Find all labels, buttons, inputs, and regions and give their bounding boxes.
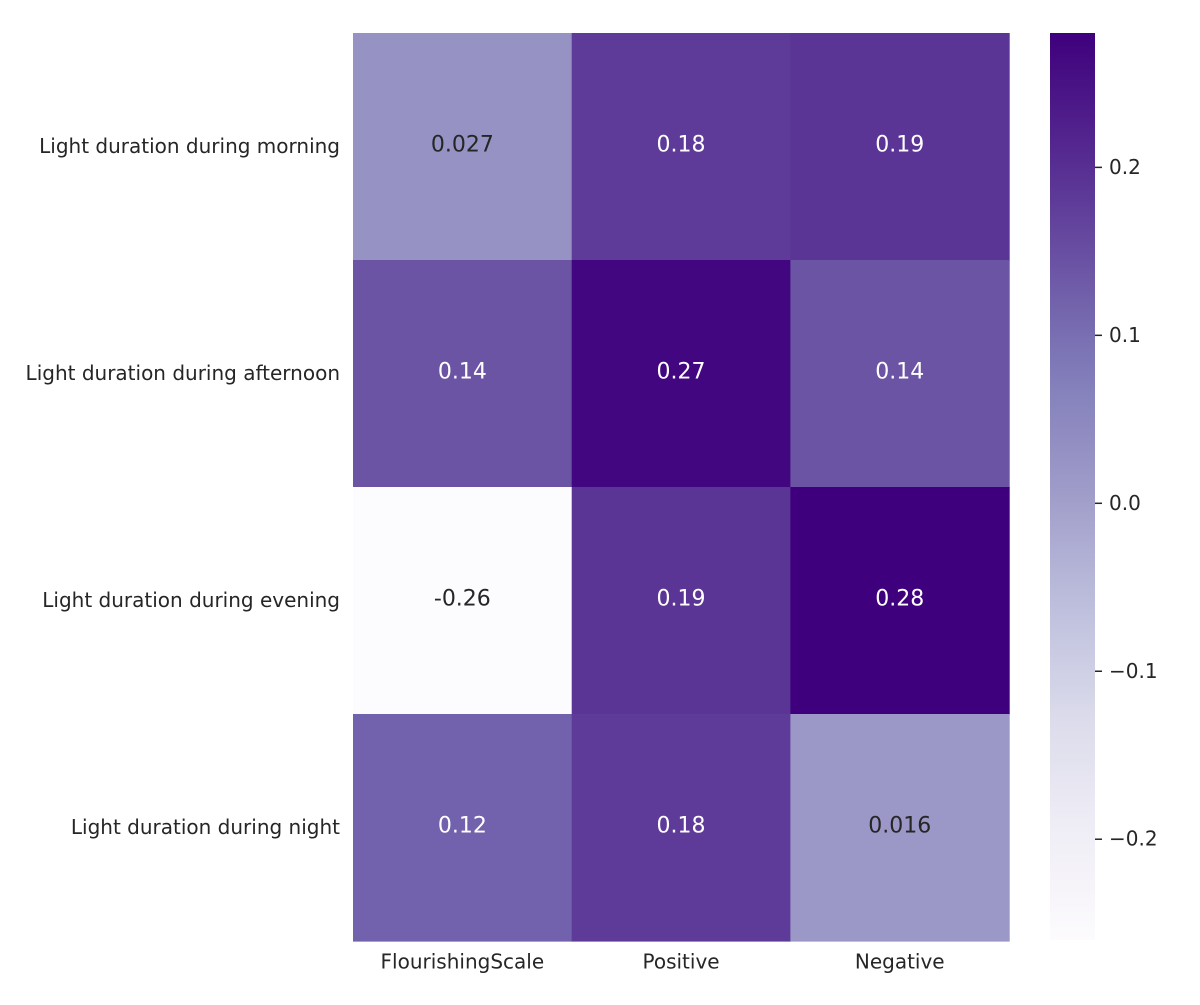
heatmap-cell-value: -0.26 (434, 587, 491, 612)
heatmap-cell-labels: 0.027 0.18 0.19 0.14 0.27 0.14 -0.26 0.19 0.28 0.… (431, 133, 931, 839)
heatmap-cell (353, 260, 573, 488)
heatmap-cells (353, 33, 1010, 942)
heatmap-cell (353, 33, 573, 261)
colorbar-ticks: −0.2 −0.1 0.0 0.1 0.2 (1095, 155, 1158, 851)
heatmap-cell (571, 33, 791, 261)
colorbar-tick-label: 0.0 (1109, 491, 1141, 515)
y-axis-tick-label: Light duration during morning (39, 134, 340, 158)
colorbar-tick-label: −0.2 (1109, 827, 1158, 851)
heatmap-cell-value: 0.19 (657, 587, 706, 612)
colorbar-tick-label: 0.2 (1109, 155, 1141, 179)
heatmap-cell-value: 0.027 (431, 133, 494, 158)
y-axis-tick-label: Light duration during evening (42, 588, 340, 612)
x-axis-tick-labels: FlourishingScale Positive Negative (381, 950, 945, 974)
heatmap-cell-value: 0.12 (438, 814, 487, 839)
heatmap-cell-value: 0.14 (438, 360, 487, 385)
x-axis-tick-label: FlourishingScale (381, 950, 545, 974)
heatmap-cell-value: 0.18 (657, 814, 706, 839)
colorbar (1050, 33, 1095, 940)
heatmap-cell (571, 260, 791, 488)
y-axis-tick-label: Light duration during afternoon (26, 361, 340, 385)
heatmap-cell-value: 0.016 (868, 814, 931, 839)
heatmap-cell (790, 260, 1010, 488)
heatmap-cell (571, 714, 791, 942)
colorbar-tick-label: −0.1 (1109, 659, 1158, 683)
heatmap-cell (353, 487, 573, 715)
heatmap-cell (790, 33, 1010, 261)
heatmap-cell-value: 0.28 (875, 587, 924, 612)
heatmap-cell (353, 714, 573, 942)
x-axis-tick-label: Negative (855, 950, 945, 974)
x-axis-tick-label: Positive (642, 950, 719, 974)
colorbar-tick-label: 0.1 (1109, 323, 1141, 347)
heatmap-cell (790, 487, 1010, 715)
heatmap-cell-value: 0.18 (657, 133, 706, 158)
y-axis-tick-labels: Light duration during morning Light durat… (26, 134, 341, 839)
heatmap-cell-value: 0.27 (657, 360, 706, 385)
heatmap-cell (790, 714, 1010, 942)
heatmap-cell-value: 0.19 (875, 133, 924, 158)
heatmap-cell-value: 0.14 (875, 360, 924, 385)
heatmap-cell (571, 487, 791, 715)
y-axis-tick-label: Light duration during night (71, 815, 340, 839)
